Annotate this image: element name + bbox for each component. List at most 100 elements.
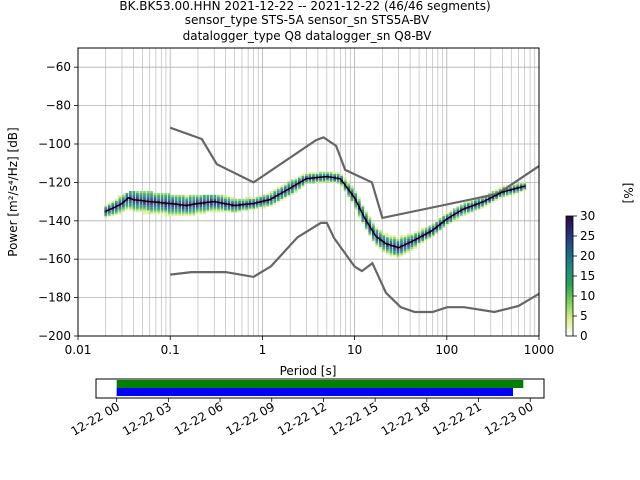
psd-cell: [287, 194, 291, 198]
psd-cell: [280, 192, 284, 196]
psd-cell: [315, 171, 319, 174]
psd-cell: [153, 192, 157, 196]
psd-cell: [143, 208, 146, 211]
psd-cell: [400, 242, 403, 246]
psd-cell: [512, 192, 516, 196]
psd-cell: [160, 200, 164, 203]
psd-cell: [283, 183, 287, 186]
psd-cell: [371, 239, 375, 242]
psd-cell: [301, 183, 305, 186]
psd-cell: [407, 235, 410, 238]
psd-cell: [519, 185, 523, 188]
psd-cell: [146, 192, 150, 196]
psd-cell: [340, 173, 344, 176]
psd-cell: [350, 191, 354, 194]
y-tick-label: −200: [38, 329, 71, 343]
psd-cell: [104, 208, 108, 211]
psd-cell: [111, 204, 115, 207]
psd-cell: [150, 196, 153, 199]
psd-cell: [354, 202, 358, 205]
psd-cell: [319, 179, 322, 182]
psd-cell: [185, 208, 189, 211]
psd-cell: [393, 237, 396, 240]
psd-cell: [255, 206, 259, 209]
psd-cell: [371, 223, 375, 226]
psd-cell: [414, 242, 417, 246]
psd-cell: [143, 210, 146, 213]
psd-cell: [386, 233, 389, 236]
noise-model-nhnm: [169, 126, 540, 220]
psd-cell: [273, 196, 277, 199]
psd-cell: [326, 179, 329, 182]
psd-cell: [459, 210, 463, 213]
psd-cell: [132, 192, 136, 196]
psd-cell: [417, 239, 421, 242]
x-tick-label: 10: [347, 343, 362, 357]
psd-cell: [118, 196, 122, 199]
psd-cell: [181, 212, 185, 215]
psd-cell: [202, 212, 206, 215]
psd-cell: [396, 242, 400, 246]
psd-cell: [262, 196, 266, 199]
psd-cell: [266, 194, 270, 198]
psd-cell: [150, 210, 153, 213]
psd-cell: [290, 192, 294, 196]
psd-cell: [386, 244, 389, 247]
psd-cell: [459, 212, 463, 215]
psd-cell: [354, 196, 358, 199]
psd-cell: [386, 248, 389, 251]
timeline-bars: [116, 380, 524, 396]
psd-cell: [234, 210, 238, 213]
psd-cell: [389, 246, 393, 249]
psd-cell: [276, 194, 280, 198]
psd-cell: [297, 183, 301, 186]
psd-cell: [431, 231, 435, 234]
psd-cell: [414, 244, 417, 247]
psd-cell: [245, 208, 248, 211]
y-tick-label: −100: [38, 137, 71, 151]
psd-cell: [491, 191, 495, 194]
psd-cell: [143, 198, 146, 201]
psd-cell: [417, 229, 421, 232]
psd-cell: [195, 200, 199, 203]
psd-cell: [445, 212, 449, 215]
psd-cell: [220, 194, 224, 198]
psd-cell: [209, 194, 213, 198]
psd-cell: [227, 206, 231, 209]
psd-cell: [445, 221, 449, 224]
psd-cell: [188, 196, 192, 199]
psd-cell: [378, 244, 382, 247]
psd-cell: [354, 208, 358, 211]
psd-cell: [354, 200, 358, 203]
x-axis-label: Period [s]: [280, 364, 337, 378]
psd-cell: [466, 200, 470, 203]
psd-cell: [185, 200, 189, 203]
psd-cell: [417, 233, 421, 236]
psd-cell: [378, 240, 382, 244]
psd-cell: [382, 235, 386, 238]
psd-cell: [195, 206, 199, 209]
psd-cell: [463, 212, 467, 215]
psd-cell: [104, 215, 108, 219]
psd-cell: [111, 214, 115, 217]
psd-cell: [104, 214, 108, 217]
psd-cell: [519, 189, 523, 192]
mean-psd-line: [105, 175, 525, 249]
psd-cell: [407, 240, 410, 244]
psd-cell: [519, 183, 523, 186]
psd-cell: [178, 206, 182, 209]
psd-cell: [319, 181, 322, 184]
psd-cell: [262, 202, 266, 205]
psd-cell: [164, 212, 168, 215]
psd-cell: [329, 177, 333, 180]
psd-cell: [424, 229, 428, 232]
psd-cell: [294, 181, 298, 184]
psd-cell: [132, 204, 136, 207]
psd-cell: [459, 204, 463, 207]
psd-cell: [474, 202, 477, 205]
psd-cell: [160, 212, 164, 215]
psd-cell: [185, 210, 189, 213]
psd-cell: [252, 198, 256, 201]
psd-cell: [474, 206, 477, 209]
